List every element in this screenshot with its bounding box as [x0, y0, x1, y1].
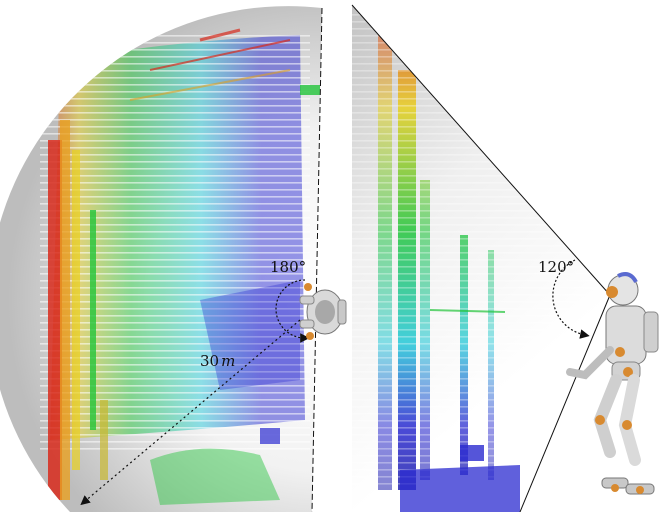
left-fov-boundary — [311, 7, 323, 512]
range-label: 30 m — [200, 352, 235, 370]
left-fov-label: 180° — [270, 258, 306, 276]
left-fov-arc — [275, 279, 310, 343]
right-fov-label: 120° — [538, 258, 574, 276]
right-fov-top-boundary — [351, 4, 611, 296]
range-value: 30 — [200, 352, 219, 370]
range-radius-arrow — [80, 319, 301, 506]
humanoid-robot-icon — [566, 272, 659, 495]
right-panel: 120° — [351, 4, 659, 512]
robot-top-view-icon — [299, 283, 347, 340]
range-unit: m — [221, 352, 235, 370]
right-fov-bottom-boundary — [519, 294, 611, 512]
left-panel: 180° 30 m — [0, 6, 347, 512]
left-point-cloud — [40, 28, 320, 505]
right-fov-arc — [552, 259, 590, 339]
